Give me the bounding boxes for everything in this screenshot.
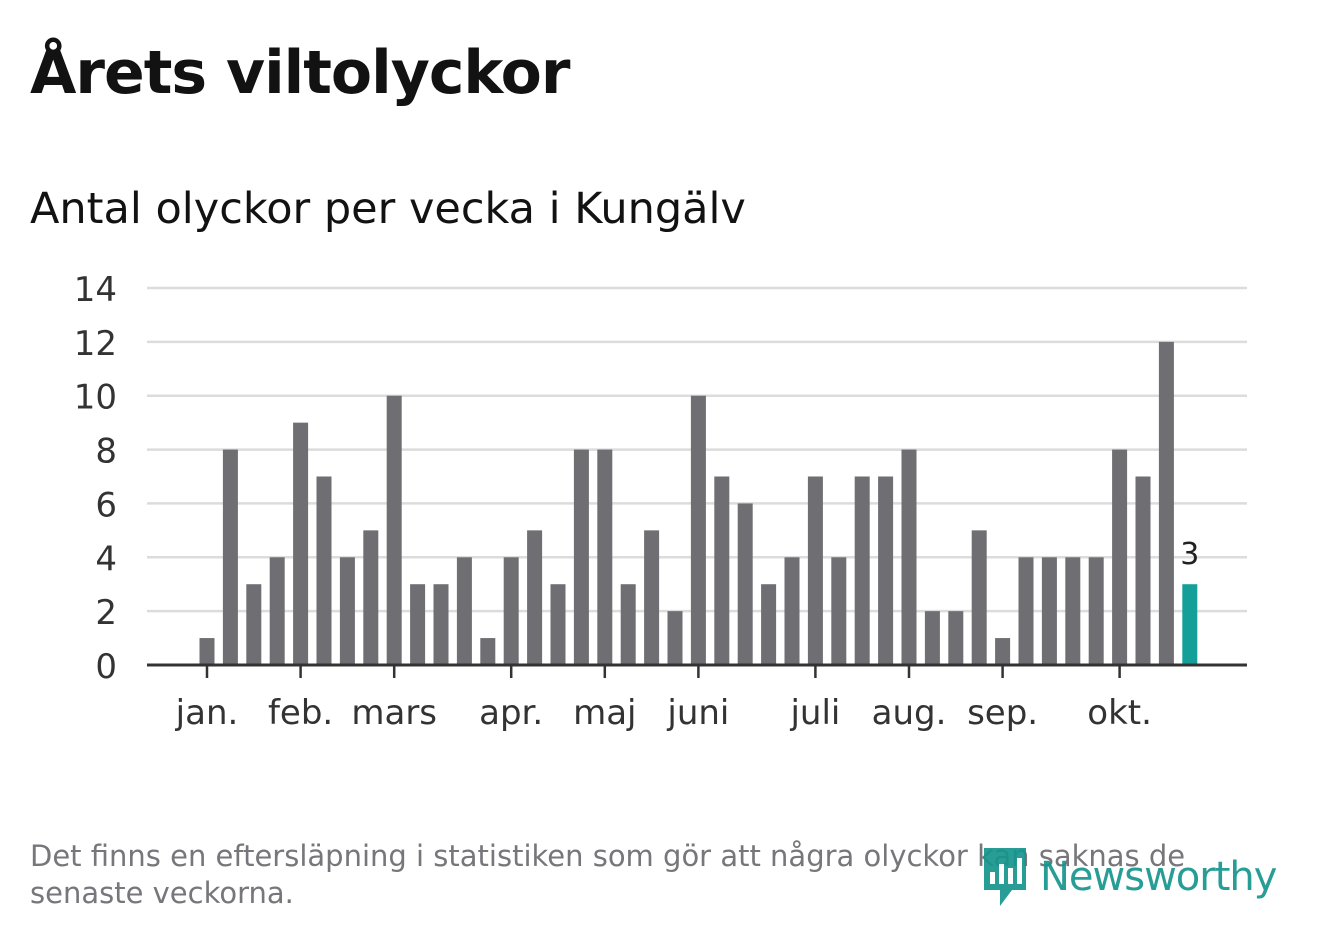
bar: [503, 557, 519, 665]
bar: [1135, 476, 1151, 665]
bar: [714, 476, 730, 665]
bar: [807, 476, 823, 665]
bar: [831, 557, 847, 665]
x-tick-label: juli: [789, 693, 840, 733]
bar: [737, 503, 753, 665]
bar: [246, 584, 262, 665]
x-tick-label: aug.: [872, 693, 947, 733]
bar: [620, 584, 636, 665]
highlight-data-label: 3: [1180, 537, 1199, 572]
bar: [854, 476, 870, 665]
bar: [480, 638, 496, 665]
y-tick-label: 4: [95, 539, 117, 579]
bar: [199, 638, 215, 665]
bar: [1018, 557, 1034, 665]
bar: [597, 449, 613, 665]
bar: [971, 530, 987, 665]
x-tick-label: apr.: [479, 693, 543, 733]
bar: [690, 395, 706, 665]
bar: [339, 557, 355, 665]
y-tick-label: 8: [95, 432, 117, 472]
bar: [573, 449, 589, 665]
bar: [550, 584, 566, 665]
x-tick-label: maj: [573, 693, 636, 733]
x-tick-label: sep.: [967, 693, 1038, 733]
bar: [667, 611, 683, 665]
bar: [316, 476, 332, 665]
x-tick-label: mars: [351, 693, 437, 733]
x-tick-label: jan.: [175, 693, 239, 733]
y-tick-label: 10: [74, 378, 117, 418]
bar: [1041, 557, 1057, 665]
x-tick-label: feb.: [268, 693, 333, 733]
bar: [363, 530, 379, 665]
bar: [1112, 449, 1128, 665]
bar: [1065, 557, 1081, 665]
bar: [1158, 341, 1174, 665]
newsworthy-logo[interactable]: Newsworthy: [980, 846, 1277, 908]
bar: [878, 476, 894, 665]
chart-subtitle: Antal olyckor per vecka i Kungälv: [30, 184, 746, 234]
x-tick-label: juni: [666, 693, 729, 733]
bar: [386, 395, 402, 665]
y-tick-label: 12: [74, 324, 117, 364]
bar: [293, 422, 309, 665]
bar: [784, 557, 800, 665]
y-tick-label: 2: [95, 593, 117, 633]
bar: [410, 584, 426, 665]
chart-title: Årets viltolyckor: [30, 38, 570, 108]
bar: [527, 530, 543, 665]
y-tick-label: 6: [95, 485, 117, 525]
bar: [924, 611, 940, 665]
logo-text: Newsworthy: [1040, 854, 1277, 900]
bar: [269, 557, 285, 665]
x-tick-label: okt.: [1087, 693, 1152, 733]
bar: [222, 449, 238, 665]
highlight-bar: [1182, 584, 1198, 665]
bar: [433, 584, 449, 665]
bar: [644, 530, 660, 665]
bar-chart: 0 2 4 6 8 10 12 14 3 jan. feb. mars apr. maj juni juli a…: [74, 270, 1247, 733]
bar: [761, 584, 777, 665]
newsworthy-bar-chart-icon: [984, 848, 1026, 906]
bar: [901, 449, 917, 665]
bar: [456, 557, 472, 665]
bar: [1088, 557, 1104, 665]
bar: [995, 638, 1011, 665]
bar: [948, 611, 964, 665]
y-tick-label: 0: [95, 647, 117, 687]
y-tick-label: 14: [74, 270, 117, 310]
